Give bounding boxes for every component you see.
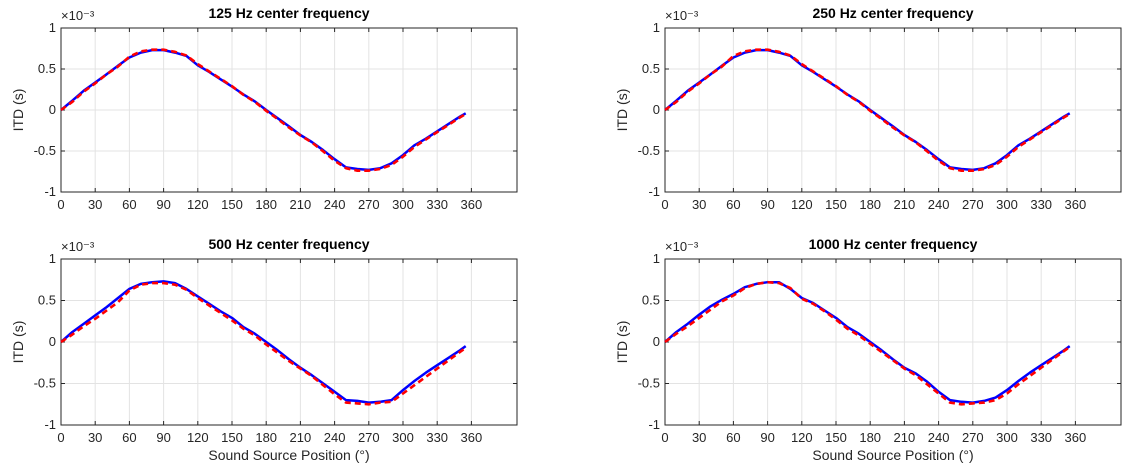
x-tick-label: 120	[187, 197, 209, 212]
x-tick-label: 60	[726, 197, 740, 212]
y-exponent-label: ×10⁻³	[61, 239, 95, 254]
x-tick-label: 90	[760, 197, 774, 212]
y-tick-label: -1	[648, 184, 660, 199]
x-tick-label: 300	[996, 430, 1018, 445]
y-tick-label: 0	[653, 102, 660, 117]
x-tick-label: 210	[894, 197, 916, 212]
x-tick-label: 240	[324, 430, 346, 445]
x-tick-label: 240	[928, 197, 950, 212]
series-line-red-dashed	[60, 281, 467, 406]
y-tick-label: 1	[653, 251, 660, 266]
y-tick-label: 1	[49, 20, 56, 35]
series-line-red-dashed	[664, 48, 1071, 172]
y-tick-label: 0	[653, 334, 660, 349]
x-tick-label: 150	[221, 430, 243, 445]
y-tick-label: 0.5	[38, 293, 56, 308]
x-tick-label: 150	[825, 197, 847, 212]
x-tick-label: 180	[255, 197, 277, 212]
series-line-blue-solid	[60, 280, 467, 404]
y-exponent-label: ×10⁻³	[665, 239, 699, 254]
x-tick-label: 0	[57, 197, 64, 212]
y-tick-label: 0	[49, 334, 56, 349]
x-tick-label: 210	[290, 430, 312, 445]
x-tick-label: 60	[122, 430, 136, 445]
y-tick-label: 0	[49, 102, 56, 117]
y-axis-label: ITD (s)	[10, 89, 26, 132]
x-tick-label: 90	[156, 197, 170, 212]
y-axis-label: ITD (s)	[614, 321, 630, 364]
x-axis-label: Sound Source Position (°)	[812, 447, 973, 463]
x-tick-label: 330	[426, 197, 448, 212]
y-exponent-label: ×10⁻³	[61, 8, 95, 23]
x-tick-label: 120	[791, 197, 813, 212]
chart-title: 1000 Hz center frequency	[809, 236, 978, 252]
chart-title: 125 Hz center frequency	[208, 5, 369, 21]
y-tick-label: 1	[49, 251, 56, 266]
series-line-blue-solid	[664, 280, 1071, 404]
y-tick-label: -0.5	[638, 143, 660, 158]
x-tick-label: 60	[726, 430, 740, 445]
x-axis-label: Sound Source Position (°)	[208, 447, 369, 463]
x-tick-label: 30	[88, 430, 102, 445]
y-axis-label: ITD (s)	[10, 321, 26, 364]
x-tick-label: 330	[1030, 430, 1052, 445]
chart-title: 500 Hz center frequency	[208, 236, 369, 252]
x-tick-label: 90	[760, 430, 774, 445]
y-tick-label: -0.5	[638, 376, 660, 391]
y-tick-label: -0.5	[34, 143, 56, 158]
x-tick-label: 240	[928, 430, 950, 445]
chart-title: 250 Hz center frequency	[812, 5, 973, 21]
x-tick-label: 180	[859, 430, 881, 445]
x-tick-label: 60	[122, 197, 136, 212]
x-tick-label: 120	[187, 430, 209, 445]
x-tick-label: 360	[1065, 430, 1087, 445]
x-tick-label: 90	[156, 430, 170, 445]
x-tick-label: 270	[358, 430, 380, 445]
x-tick-label: 30	[692, 430, 706, 445]
chart-panel-2: 0 30 60 90 120 150 180 210 240 270 300 330 36010.50-…	[614, 5, 1122, 212]
y-tick-label: -1	[44, 184, 56, 199]
x-tick-label: 30	[692, 197, 706, 212]
x-tick-label: 360	[461, 430, 483, 445]
x-tick-label: 360	[461, 197, 483, 212]
x-tick-label: 300	[392, 430, 414, 445]
x-tick-label: 180	[255, 430, 277, 445]
x-tick-label: 120	[791, 430, 813, 445]
y-exponent-label: ×10⁻³	[665, 8, 699, 23]
x-tick-label: 300	[392, 197, 414, 212]
x-tick-label: 0	[57, 430, 64, 445]
x-tick-label: 360	[1065, 197, 1087, 212]
y-tick-label: 0.5	[642, 61, 660, 76]
y-tick-label: -1	[44, 417, 56, 432]
x-tick-label: 270	[358, 197, 380, 212]
chart-panel-4: 0 30 60 90 120 150 180 210 240 270 300 330 36010.50-…	[614, 236, 1122, 463]
series-line-red-dashed	[664, 280, 1071, 406]
y-tick-label: -0.5	[34, 376, 56, 391]
x-tick-label: 300	[996, 197, 1018, 212]
x-tick-label: 330	[426, 430, 448, 445]
chart-panel-3: 0 30 60 90 120 150 180 210 240 270 300 330 36010.50-…	[10, 236, 518, 463]
y-tick-label: -1	[648, 417, 660, 432]
x-tick-label: 150	[825, 430, 847, 445]
y-tick-label: 1	[653, 20, 660, 35]
x-tick-label: 240	[324, 197, 346, 212]
x-tick-label: 180	[859, 197, 881, 212]
x-tick-label: 270	[962, 430, 984, 445]
x-tick-label: 210	[290, 197, 312, 212]
y-axis-label: ITD (s)	[614, 89, 630, 132]
x-tick-label: 0	[661, 430, 668, 445]
y-tick-label: 0.5	[642, 293, 660, 308]
series-line-red-dashed	[60, 48, 467, 172]
x-tick-label: 330	[1030, 197, 1052, 212]
x-tick-label: 30	[88, 197, 102, 212]
chart-panel-1: 0 30 60 90 120 150 180 210 240 270 300 330 36010.50-…	[10, 5, 518, 212]
x-tick-label: 0	[661, 197, 668, 212]
y-tick-label: 0.5	[38, 61, 56, 76]
x-tick-label: 150	[221, 197, 243, 212]
x-tick-label: 210	[894, 430, 916, 445]
x-tick-label: 270	[962, 197, 984, 212]
